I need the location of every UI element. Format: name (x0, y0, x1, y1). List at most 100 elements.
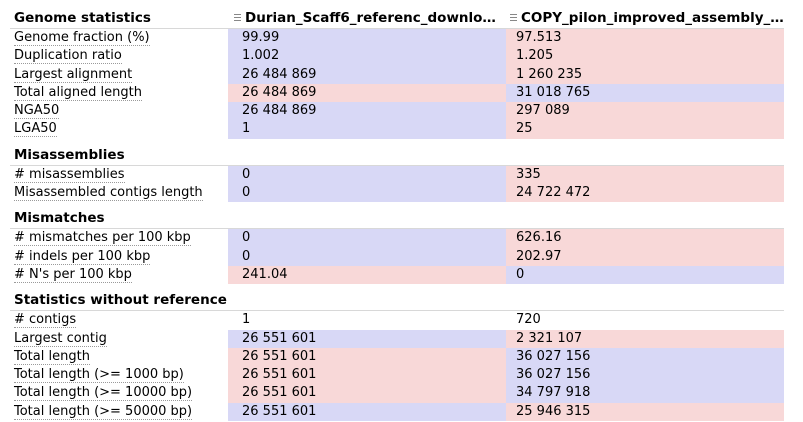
metric-label[interactable]: Total aligned length (14, 84, 142, 101)
metric-label[interactable]: Total length (>= 1000 bp) (14, 367, 184, 384)
value-assembly1: 26 551 601 (228, 347, 506, 367)
metric-name: Largest contig (10, 330, 228, 348)
table-row: Total length (>= 1000 bp) 26 551 601 36 02… (10, 366, 784, 385)
section-title: Genome statistics (14, 10, 151, 26)
table-row: Largest contig 26 551 601 2 321 107 (10, 329, 784, 348)
section-title: Statistics without reference (14, 292, 227, 309)
metric-label[interactable]: Duplication ratio (14, 48, 122, 65)
table-row: Total aligned length 26 484 869 31 018 765 (10, 83, 784, 103)
metric-name: # contigs (10, 311, 228, 329)
value-assembly1: 26 551 601 (228, 402, 506, 422)
value-assembly1: 0 (228, 184, 506, 203)
table-row: NGA50 26 484 869 297 089 (10, 102, 784, 121)
table-row: # indels per 100 kbp 0 202.97 (10, 247, 784, 266)
metric-label[interactable]: Genome fraction (%) (14, 30, 150, 46)
metric-label[interactable]: Total length (14, 348, 90, 365)
metric-name: # mismatches per 100 kbp (10, 229, 228, 247)
metric-label[interactable]: # N's per 100 kbp (14, 266, 132, 283)
section-title: Misassemblies (14, 146, 125, 163)
value-assembly2: 1 260 235 (506, 65, 784, 84)
empty-cell (506, 208, 784, 228)
empty-cell (228, 208, 506, 228)
value-assembly1: 0 (228, 247, 506, 266)
metric-label[interactable]: NGA50 (14, 103, 60, 120)
table-row: Largest alignment 26 484 869 1 260 235 (10, 65, 784, 84)
value-assembly2: 24 722 472 (506, 184, 784, 203)
column-header-label: COPY_pilon_improved_assembly_… (521, 10, 784, 26)
value-assembly1: 26 551 601 (228, 366, 506, 385)
value-assembly1: 26 484 869 (228, 83, 506, 103)
empty-cell (506, 290, 784, 310)
metric-name: # N's per 100 kbp (10, 266, 228, 284)
table-row: Genome fraction (%) 99.99 97.513 (10, 29, 784, 48)
empty-cell (228, 145, 506, 165)
column-header-assembly1[interactable]: Durian_Scaff6_referenc_downlo… (228, 8, 506, 28)
section-header-misassemblies: Misassemblies (10, 145, 784, 166)
value-assembly1: 26 551 601 (228, 329, 506, 348)
table-row: Total length (>= 50000 bp) 26 551 601 25 9… (10, 402, 784, 422)
table-row: Total length (>= 10000 bp) 26 551 601 34 7… (10, 384, 784, 403)
metric-name: Genome fraction (%) (10, 29, 228, 47)
metric-label[interactable]: Total length (>= 10000 bp) (14, 385, 193, 402)
metric-name: Misassembled contigs length (10, 184, 228, 202)
table-row: # misassemblies 0 335 (10, 165, 784, 185)
metric-label[interactable]: # contigs (14, 312, 77, 329)
metric-name: Largest alignment (10, 66, 228, 84)
metric-name: Total length (10, 348, 228, 366)
value-assembly2: 25 (506, 120, 784, 139)
metric-name: Total length (>= 50000 bp) (10, 403, 228, 421)
value-assembly2: 25 946 315 (506, 402, 784, 422)
metric-label[interactable]: Largest alignment (14, 66, 133, 83)
value-assembly2: 0 (506, 265, 784, 285)
metric-label[interactable]: Largest contig (14, 330, 107, 347)
value-assembly1: 241.04 (228, 265, 506, 285)
table-row: Duplication ratio 1.002 1.205 (10, 47, 784, 66)
value-assembly1: 0 (228, 229, 506, 248)
column-header-label: Durian_Scaff6_referenc_downlo… (245, 10, 496, 26)
metric-name: NGA50 (10, 102, 228, 120)
value-assembly2: 202.97 (506, 247, 784, 266)
value-assembly1: 26 551 601 (228, 384, 506, 403)
value-assembly1: 99.99 (228, 29, 506, 48)
metric-name: Duplication ratio (10, 47, 228, 65)
metric-name: # indels per 100 kbp (10, 248, 228, 266)
value-assembly2: 2 321 107 (506, 329, 784, 348)
value-assembly2: 36 027 156 (506, 347, 784, 367)
value-assembly2: 626.16 (506, 229, 784, 248)
table-row: # mismatches per 100 kbp 0 626.16 (10, 229, 784, 248)
table-row: # N's per 100 kbp 241.04 0 (10, 265, 784, 285)
metric-name: Total length (>= 1000 bp) (10, 366, 228, 384)
quast-report-table: Genome statistics Durian_Scaff6_referenc_… (10, 8, 784, 422)
drag-handle-icon[interactable] (510, 13, 517, 23)
value-assembly2: 34 797 918 (506, 384, 784, 403)
table-row: Total length 26 551 601 36 027 156 (10, 347, 784, 367)
section-header-genome-statistics: Genome statistics Durian_Scaff6_referenc_… (10, 8, 784, 29)
value-assembly1: 1 (242, 312, 251, 328)
value-assembly1: 26 484 869 (228, 102, 506, 121)
table-row: LGA50 1 25 (10, 120, 784, 139)
column-header-assembly2[interactable]: COPY_pilon_improved_assembly_… (506, 8, 784, 28)
value-assembly2: 31 018 765 (506, 83, 784, 103)
metric-label[interactable]: # misassemblies (14, 166, 125, 183)
value-assembly1: 0 (228, 165, 506, 185)
value-assembly2: 297 089 (506, 102, 784, 121)
metric-name: LGA50 (10, 120, 228, 138)
metric-label[interactable]: # mismatches per 100 kbp (14, 230, 191, 247)
value-assembly1: 26 484 869 (228, 65, 506, 84)
value-assembly2: 720 (516, 312, 541, 328)
metric-label[interactable]: Total length (>= 50000 bp) (14, 403, 193, 420)
metric-label[interactable]: # indels per 100 kbp (14, 248, 151, 265)
table-row: # contigs 1 720 (10, 311, 784, 329)
metric-name: # misassemblies (10, 166, 228, 184)
metric-label[interactable]: LGA50 (14, 121, 57, 138)
value-assembly1: 1.002 (228, 47, 506, 66)
section-header-mismatches: Mismatches (10, 208, 784, 230)
value-assembly2: 97.513 (506, 29, 784, 48)
metric-name: Total length (>= 10000 bp) (10, 384, 228, 402)
drag-handle-icon[interactable] (234, 13, 241, 23)
empty-cell (506, 145, 784, 165)
metric-label[interactable]: Misassembled contigs length (14, 185, 203, 202)
value-assembly2: 1.205 (506, 47, 784, 66)
metric-name: Total aligned length (10, 84, 228, 102)
section-title: Mismatches (14, 210, 105, 227)
